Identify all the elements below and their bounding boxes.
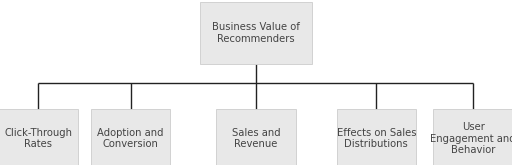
Text: User
Engagement and
Behavior: User Engagement and Behavior — [430, 122, 512, 155]
Text: Sales and
Revenue: Sales and Revenue — [232, 128, 280, 149]
FancyBboxPatch shape — [91, 109, 170, 165]
FancyBboxPatch shape — [433, 109, 512, 165]
Text: Business Value of
Recommenders: Business Value of Recommenders — [212, 22, 300, 44]
Text: Effects on Sales
Distributions: Effects on Sales Distributions — [336, 128, 416, 149]
Text: Click-Through
Rates: Click-Through Rates — [5, 128, 72, 149]
FancyBboxPatch shape — [216, 109, 296, 165]
FancyBboxPatch shape — [200, 2, 312, 64]
FancyBboxPatch shape — [337, 109, 416, 165]
FancyBboxPatch shape — [0, 109, 78, 165]
Text: Adoption and
Conversion: Adoption and Conversion — [97, 128, 164, 149]
